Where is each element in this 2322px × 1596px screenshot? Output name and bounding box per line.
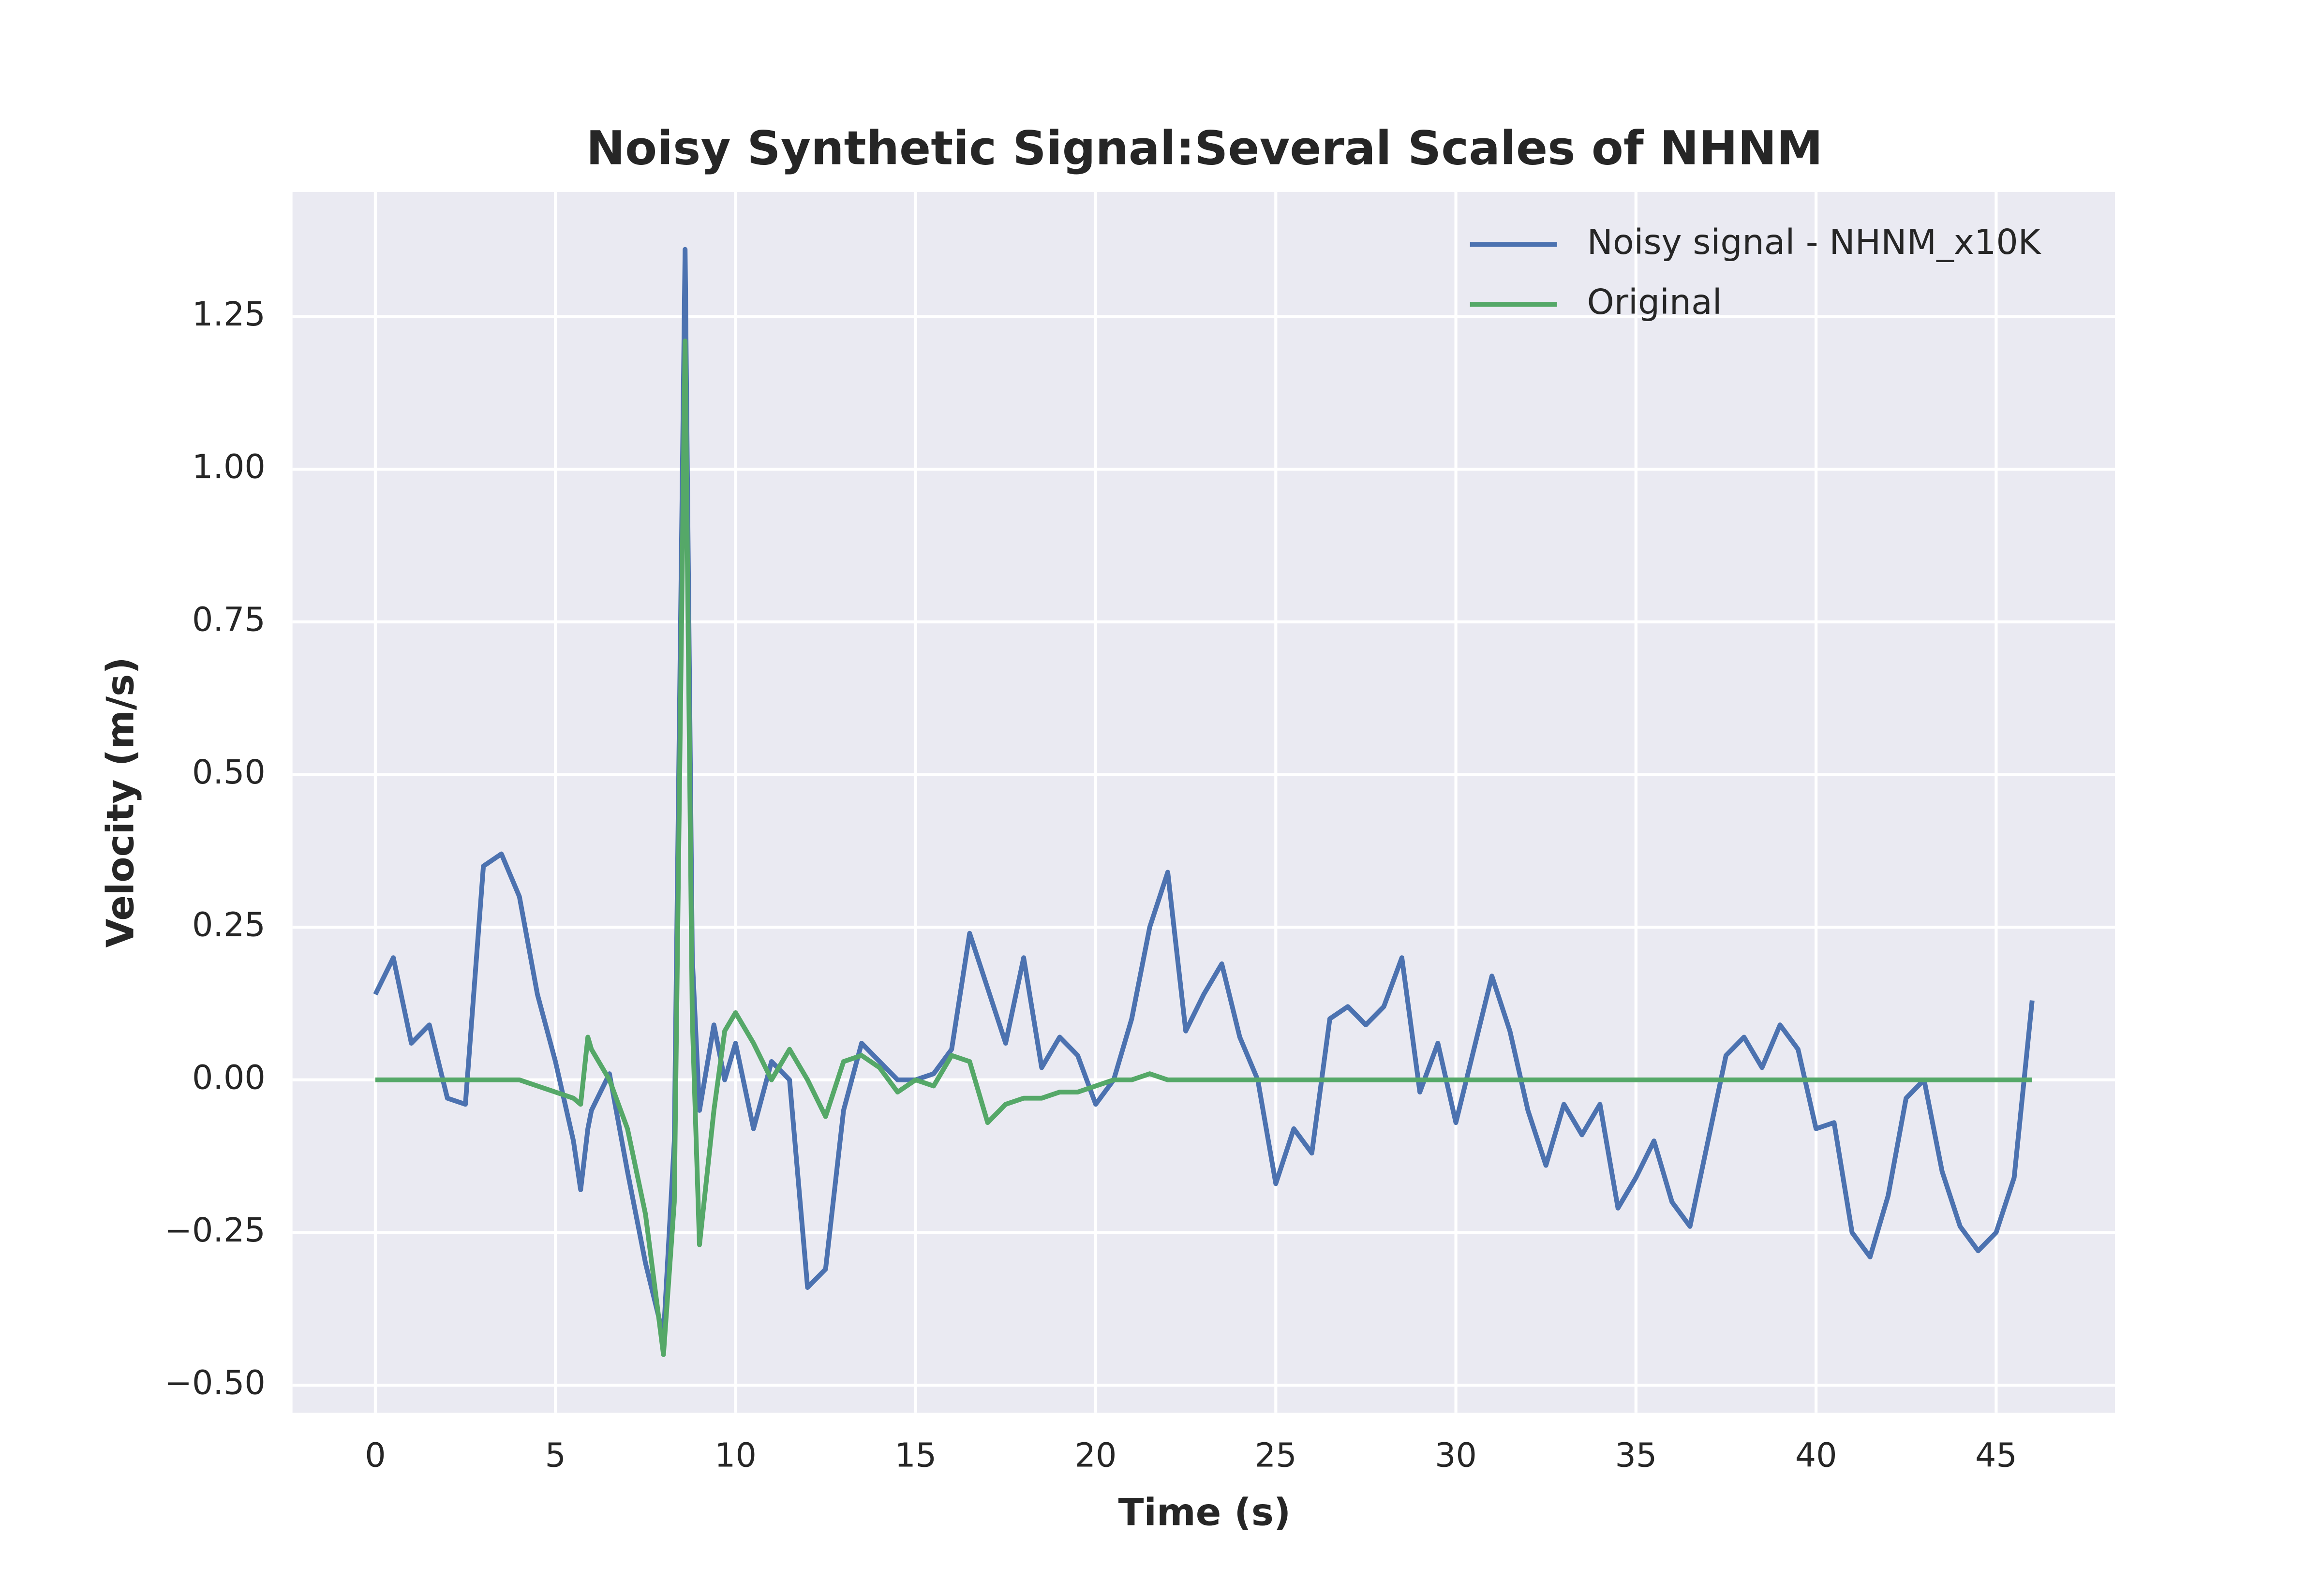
legend-label: Noisy signal - NHNM_x10K [1587, 222, 2042, 262]
series-line [375, 339, 2032, 1357]
chart-title: Noisy Synthetic Signal:Several Scales of… [586, 121, 1823, 176]
y-tick-label: 1.00 [192, 448, 266, 487]
lines [373, 247, 2035, 1357]
x-tick-label: 15 [894, 1437, 937, 1475]
x-tick-label: 10 [714, 1437, 757, 1475]
y-tick-label: 0.75 [192, 601, 266, 639]
x-tick-label: 40 [1795, 1437, 1837, 1475]
x-tick-label: 35 [1615, 1437, 1657, 1475]
x-tick-label: 0 [365, 1437, 386, 1475]
y-tick-label: 0.50 [192, 754, 266, 792]
y-tick-label: 1.25 [192, 296, 266, 334]
y-tick-label: 0.25 [192, 906, 266, 945]
x-tick-label: 30 [1435, 1437, 1477, 1475]
y-tick-label: 0.00 [192, 1059, 266, 1097]
x-tick-label: 45 [1975, 1437, 2017, 1475]
y-tick-label: −0.25 [164, 1212, 266, 1250]
legend: Noisy signal - NHNM_x10K Original [1470, 222, 2042, 322]
series-line [373, 247, 2035, 1339]
plot-area [292, 192, 2115, 1413]
y-tick-label: −0.50 [164, 1364, 266, 1403]
y-axis-label: Velocity (m/s) [99, 657, 143, 947]
x-tick-label: 20 [1075, 1437, 1117, 1475]
legend-label: Original [1587, 282, 1722, 322]
x-tick-label: 25 [1255, 1437, 1297, 1475]
x-axis-label: Time (s) [1118, 1491, 1291, 1534]
x-tick-label: 5 [545, 1437, 566, 1475]
